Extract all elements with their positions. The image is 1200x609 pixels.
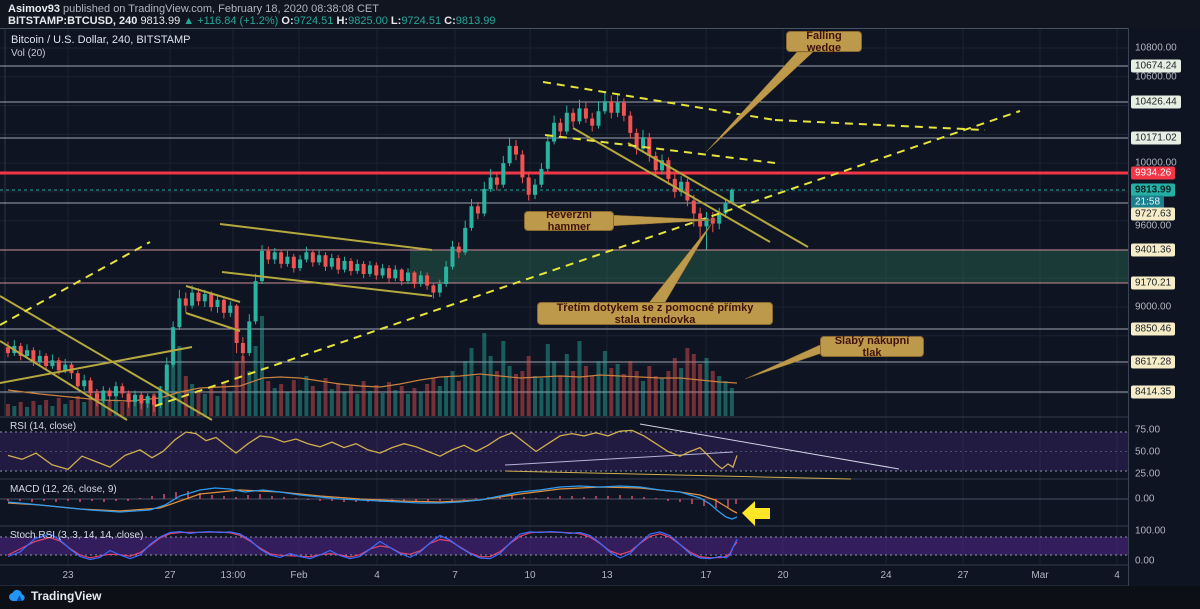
falling-wedge-callout[interactable]: Falling wedge [786,30,862,54]
rsi-line [7,429,738,471]
price-axis-label: 25.00 [1135,468,1161,480]
price-axis-label: 75.00 [1135,424,1161,436]
time-axis-label: Feb [290,570,308,581]
time-axis-label: 23 [62,570,74,581]
open-value: 9724.51 [293,15,334,27]
price-axis-label: 8850.46 [1131,322,1176,336]
volume-ma-line [7,373,738,402]
price-axis-label: 0.00 [1135,555,1155,567]
stoch-pane-label[interactable]: Stoch RSI (3, 3, 14, 14, close) [10,530,144,541]
tradingview-brand[interactable]: TradingView [8,589,101,603]
price-axis-label: 10600.00 [1135,71,1177,83]
callout-pointers-layer [609,51,823,380]
macd-signal-line [7,486,738,514]
macd-pane-label[interactable]: MACD (12, 26, close, 9) [10,484,117,495]
price-axis-label: 9600.00 [1135,220,1172,232]
price-axis-label: 9170.21 [1131,276,1176,290]
brand-text: TradingView [31,589,102,603]
price-axis-label: 9000.00 [1135,301,1172,313]
highlight-arrow-icon [742,501,770,526]
chart-title: Bitcoin / U.S. Dollar, 240, BITSTAMP [11,34,191,46]
price-axis-label: 10800.00 [1135,42,1177,54]
open-label: O: [281,15,294,27]
last-price-badge: 9813.99 [1131,183,1176,197]
price-axis-label: 8617.28 [1131,355,1176,369]
price-axis-label: 9727.63 [1131,207,1176,221]
time-axis-label: 4 [1114,570,1120,581]
low-value: 9724.51 [401,15,442,27]
trendlines-dashed-layer[interactable] [0,81,1021,407]
falling-wedge-pointer [705,51,814,153]
low-label: L: [390,15,402,27]
time-axis-label: 27 [164,570,176,581]
price-axis-label: 100.00 [1135,525,1166,537]
time-axis-label: 20 [777,570,789,581]
time-axis-label: 24 [880,570,892,581]
up-arrow-icon: ▲ [183,15,195,27]
high-label: H: [336,15,349,27]
rsi-trendline[interactable] [639,423,900,470]
time-axis-label: Mar [1031,570,1049,581]
time-axis-label: 4 [374,570,380,581]
snapshot-header: Asimov93 published on TradingView.com, F… [0,0,1200,28]
time-axis-label: 27 [957,570,969,581]
trendlines-solid-layer[interactable] [0,127,809,421]
high-value: 9825.00 [348,15,388,27]
price-axis-label: 9401.36 [1131,243,1176,257]
macd-line [7,485,738,520]
published-text: published on TradingView.com, February 1… [59,3,379,15]
price-axis-label: 0.00 [1135,493,1155,505]
price-axis-label: 10171.02 [1131,131,1181,145]
author-name: Asimov93 [8,3,60,15]
rsi-pane-label[interactable]: RSI (14, close) [10,421,77,432]
trendline-note-callout[interactable]: Třetím dotykem se z pomocné přímky stala… [537,302,773,326]
weak-buying-callout[interactable]: Slabý nákupní tlak [820,335,924,359]
time-axis-label: 10 [524,570,536,581]
close-label: C: [444,15,456,27]
rsi-trendline[interactable] [504,451,734,466]
time-axis[interactable]: 23 27 13:00 Feb 4 7 10 13 17 20 24 27 Mar 4 [0,565,1128,586]
countdown-badge: 21:58 [1131,195,1165,209]
time-axis-label: 17 [700,570,712,581]
rsi-band [0,432,1128,471]
grid-layer [0,29,1128,565]
price-axis-label: 9934.26 [1131,166,1176,180]
close-value: 9813.99 [455,15,496,27]
tradingview-cloud-icon [9,589,25,601]
price-axis-label: 8414.35 [1131,385,1176,399]
chart-legend[interactable]: Bitcoin / U.S. Dollar, 240, BITSTAMP Vol… [11,34,191,59]
price-axis-label: 50.00 [1135,446,1161,458]
price-change: +116.84 (+1.2%) [197,15,279,27]
level-lines-layer [0,65,1128,393]
rsi-trendline[interactable] [504,470,852,480]
snapshot-footer: TradingView [0,586,1200,609]
time-axis-label: 7 [452,570,458,581]
price-axis-label: 10426.44 [1131,95,1181,109]
volume-indicator-label: Vol (20) [11,48,46,59]
stoch-band [0,537,1128,555]
long-zone-band[interactable] [410,250,1128,283]
published-line: Asimov93 published on TradingView.com, F… [8,3,379,15]
reversal-hammer-callout[interactable]: Reverzní hammer [524,209,614,233]
time-axis-label: 13 [601,570,613,581]
price-axis[interactable]: 10800.00 10674.24 10600.00 10426.44 10171.02… [1128,28,1200,586]
time-axis-label: 13:00 [220,570,246,581]
stoch-k-line [7,530,738,561]
price-axis-label: 10000.00 [1135,157,1177,169]
price-axis-label: 10674.24 [1131,59,1181,73]
symbol-name: BITSTAMP:BTCUSD, 240 [8,15,138,27]
last-price: 9813.99 [140,15,181,27]
symbol-line: BITSTAMP:BTCUSD, 240 9813.99 ▲ +116.84 (… [8,15,496,27]
